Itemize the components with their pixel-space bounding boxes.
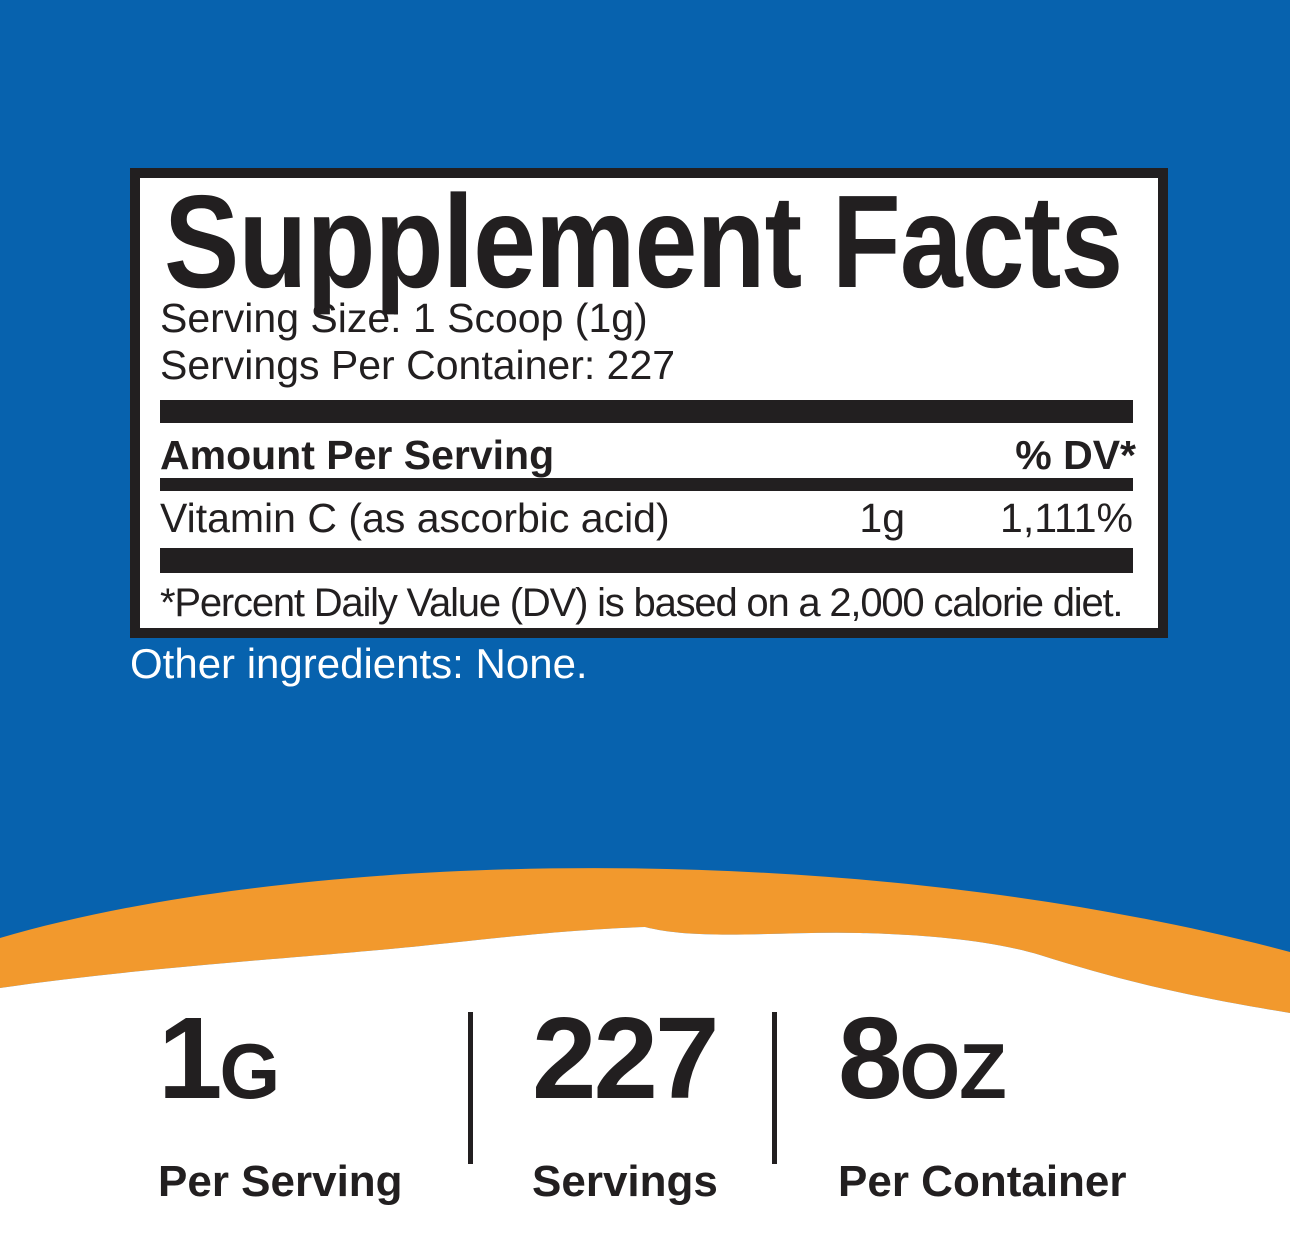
stat-value: 227 xyxy=(532,993,720,1123)
serving-size-text: Serving Size: 1 Scoop (1g) xyxy=(160,295,648,341)
servings-per-container-text: Servings Per Container: 227 xyxy=(160,342,676,388)
stat-divider xyxy=(772,1012,777,1164)
stat-servings: 227 Servings xyxy=(532,1000,720,1206)
separator-bar-thick xyxy=(160,400,1133,423)
stat-unit: G xyxy=(219,1027,281,1115)
dv-footnote: *Percent Daily Value (DV) is based on a … xyxy=(160,581,1124,625)
stat-label: Per Container xyxy=(838,1157,1127,1206)
percent-dv-header: % DV* xyxy=(1015,432,1136,478)
white-footer-area xyxy=(0,927,1290,1260)
stat-value: 8 xyxy=(838,993,902,1123)
stat-number: 8OZ xyxy=(838,1000,1127,1152)
stat-number: 227 xyxy=(532,1000,720,1152)
table-header-row: Amount Per Serving % DV* xyxy=(160,432,1136,478)
orange-brush-stroke xyxy=(0,868,1290,1013)
nutrient-dv-percent: 1,111% xyxy=(1000,495,1133,541)
stat-label: Per Serving xyxy=(158,1157,403,1206)
amount-per-serving-header: Amount Per Serving xyxy=(160,432,555,478)
supplement-facts-panel: Supplement Facts Serving Size: 1 Scoop (… xyxy=(130,168,1168,638)
nutrient-name: Vitamin C (as ascorbic acid) xyxy=(160,495,670,541)
separator-bar-medium xyxy=(160,478,1133,491)
stat-divider xyxy=(468,1012,473,1164)
nutrient-row: Vitamin C (as ascorbic acid) 1g 1,111% xyxy=(160,495,1133,541)
stat-number: 1G xyxy=(158,1000,403,1152)
stat-per-container: 8OZ Per Container xyxy=(838,1000,1127,1206)
nutrient-amount: 1g xyxy=(859,495,905,541)
stat-unit: OZ xyxy=(899,1027,1007,1115)
stat-per-serving: 1G Per Serving xyxy=(158,1000,403,1206)
other-ingredients-text: Other ingredients: None. xyxy=(130,640,588,687)
panel-title: Supplement Facts xyxy=(164,168,1123,315)
separator-bar-thick xyxy=(160,548,1133,573)
stat-value: 1 xyxy=(158,993,222,1123)
stat-label: Servings xyxy=(532,1157,718,1206)
